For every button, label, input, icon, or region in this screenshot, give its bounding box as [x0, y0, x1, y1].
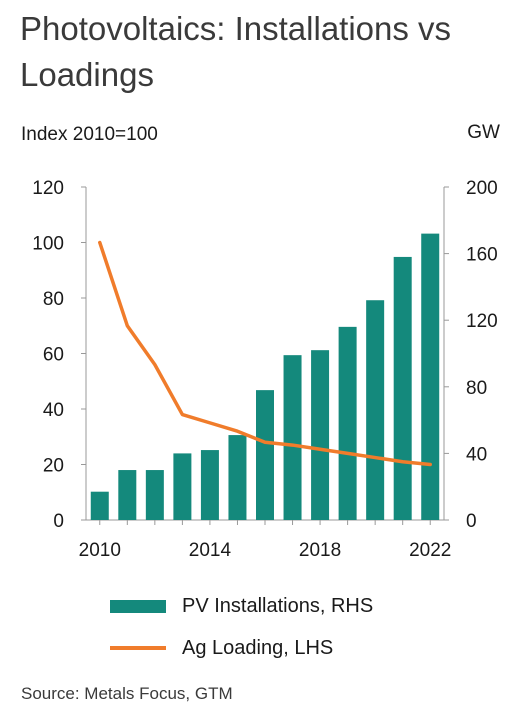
left-axis-tick-label: 0 — [53, 511, 64, 532]
left-axis-tick-label: 20 — [43, 456, 64, 477]
bar-pv-installations — [118, 470, 137, 520]
left-axis-tick-label: 100 — [32, 234, 64, 255]
bar-pv-installations — [421, 233, 440, 520]
bar-pv-installations — [256, 390, 274, 520]
bar-pv-installations — [200, 450, 219, 520]
x-axis-tick-label: 2010 — [79, 540, 121, 561]
left-axis-tick-label: 80 — [43, 289, 64, 310]
bar-pv-installations — [145, 470, 164, 520]
legend-swatch-line — [110, 646, 166, 650]
left-axis-tick-label: 120 — [32, 178, 64, 199]
source-note: Source: Metals Focus, GTM — [21, 684, 233, 703]
legend-item-pv-installations: PV Installations, RHS — [110, 588, 373, 624]
bar-pv-installations — [393, 256, 412, 520]
legend-item-ag-loading: Ag Loading, LHS — [110, 630, 373, 666]
bar-pv-installations — [311, 350, 330, 520]
left-axis-unit-label: Index 2010=100 — [21, 124, 158, 145]
right-axis-tick-label: 0 — [466, 511, 477, 532]
bar-pv-installations — [366, 300, 385, 520]
right-axis-tick-label: 120 — [466, 311, 498, 332]
bar-pv-installations — [90, 491, 109, 520]
bar-pv-installations — [173, 453, 192, 520]
legend-label-pv-installations: PV Installations, RHS — [182, 594, 374, 617]
x-axis-tick-label: 2014 — [189, 540, 232, 561]
left-axis-tick-label: 60 — [43, 345, 64, 366]
legend-swatch-bar — [110, 599, 166, 613]
bar-pv-installations — [228, 435, 247, 520]
chart-title: Photovoltaics: Installations vs Loadings — [20, 10, 452, 93]
right-axis-tick-label: 200 — [466, 178, 498, 199]
left-axis-tick-label: 40 — [43, 400, 64, 421]
bar-pv-installations — [283, 355, 302, 520]
legend: PV Installations, RHS Ag Loading, LHS — [110, 588, 373, 672]
right-axis-tick-label: 80 — [466, 378, 487, 399]
right-axis-tick-label: 40 — [466, 444, 487, 465]
right-axis-unit-label: GW — [467, 122, 500, 143]
x-axis-tick-label: 2018 — [299, 540, 341, 561]
x-axis-tick-label: 2022 — [409, 540, 451, 561]
line-ag-loading — [98, 240, 432, 467]
right-axis-tick-label: 160 — [466, 245, 498, 266]
legend-label-ag-loading: Ag Loading, LHS — [182, 636, 334, 659]
bar-pv-installations — [338, 326, 357, 520]
